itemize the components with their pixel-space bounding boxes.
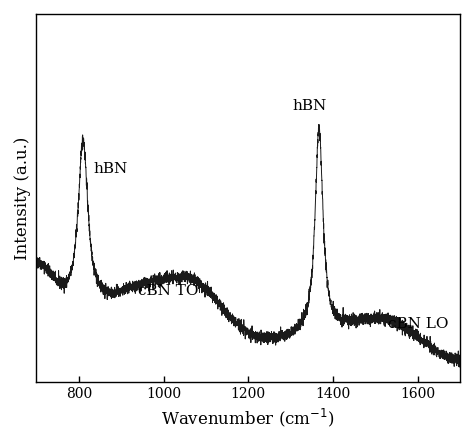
Text: cBN TO: cBN TO xyxy=(137,284,198,298)
Y-axis label: Intensity (a.u.): Intensity (a.u.) xyxy=(14,136,31,260)
Text: cBN LO: cBN LO xyxy=(388,317,448,331)
X-axis label: Wavenumber (cm$^{-1}$): Wavenumber (cm$^{-1}$) xyxy=(162,407,335,429)
Text: hBN: hBN xyxy=(94,162,128,176)
Text: hBN: hBN xyxy=(292,99,327,113)
